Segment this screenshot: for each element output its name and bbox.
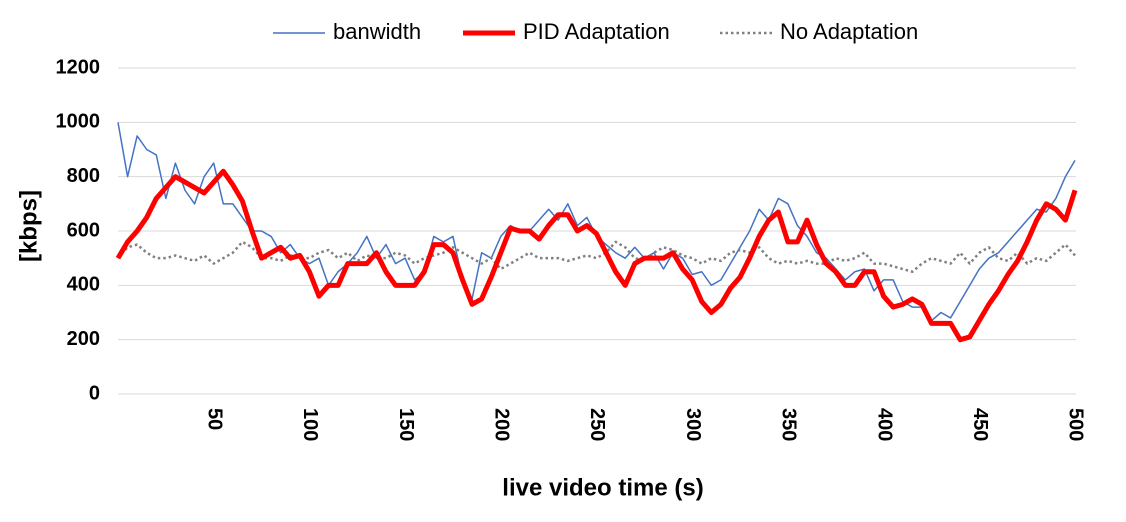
x-tick-label: 100 — [299, 408, 321, 441]
series-line — [117, 240, 1076, 273]
series-line — [115, 168, 1078, 343]
legend-label: banwidth — [333, 19, 421, 44]
y-tick-label: 800 — [67, 165, 100, 187]
legend-label: No Adaptation — [780, 19, 918, 44]
x-tick-label: 200 — [491, 408, 513, 441]
y-axis-title: [kbps] — [15, 190, 42, 262]
x-tick-label: 50 — [203, 408, 225, 430]
y-tick-label: 1000 — [56, 111, 101, 133]
y-tick-label: 400 — [67, 274, 100, 296]
y-tick-label: 200 — [67, 328, 100, 350]
x-tick-label: 500 — [1065, 408, 1087, 441]
x-tick-label: 250 — [586, 408, 608, 441]
y-tick-label: 600 — [67, 219, 100, 241]
x-tick-label: 300 — [682, 408, 704, 441]
legend-label: PID Adaptation — [523, 19, 670, 44]
x-tick-label: 350 — [778, 408, 800, 441]
x-axis-title: live video time (s) — [502, 474, 703, 501]
y-tick-label: 0 — [89, 382, 100, 404]
x-tick-label: 400 — [873, 408, 895, 441]
series-line — [117, 122, 1076, 322]
x-tick-label: 150 — [395, 408, 417, 441]
y-tick-label: 1200 — [56, 56, 101, 78]
x-tick-label: 450 — [969, 408, 991, 441]
